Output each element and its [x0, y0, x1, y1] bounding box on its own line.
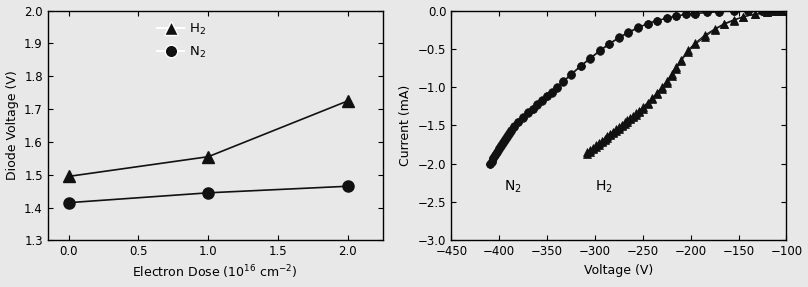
Y-axis label: Current (mA): Current (mA)	[399, 85, 412, 166]
Y-axis label: Diode Voltage (V): Diode Voltage (V)	[6, 71, 19, 180]
Text: N$_2$: N$_2$	[504, 179, 522, 195]
Legend: H$_2$, N$_2$: H$_2$, N$_2$	[155, 20, 208, 62]
X-axis label: Voltage (V): Voltage (V)	[584, 264, 654, 277]
X-axis label: Electron Dose (10$^{16}$ cm$^{-2}$): Electron Dose (10$^{16}$ cm$^{-2}$)	[133, 264, 298, 282]
Text: H$_2$: H$_2$	[595, 179, 612, 195]
